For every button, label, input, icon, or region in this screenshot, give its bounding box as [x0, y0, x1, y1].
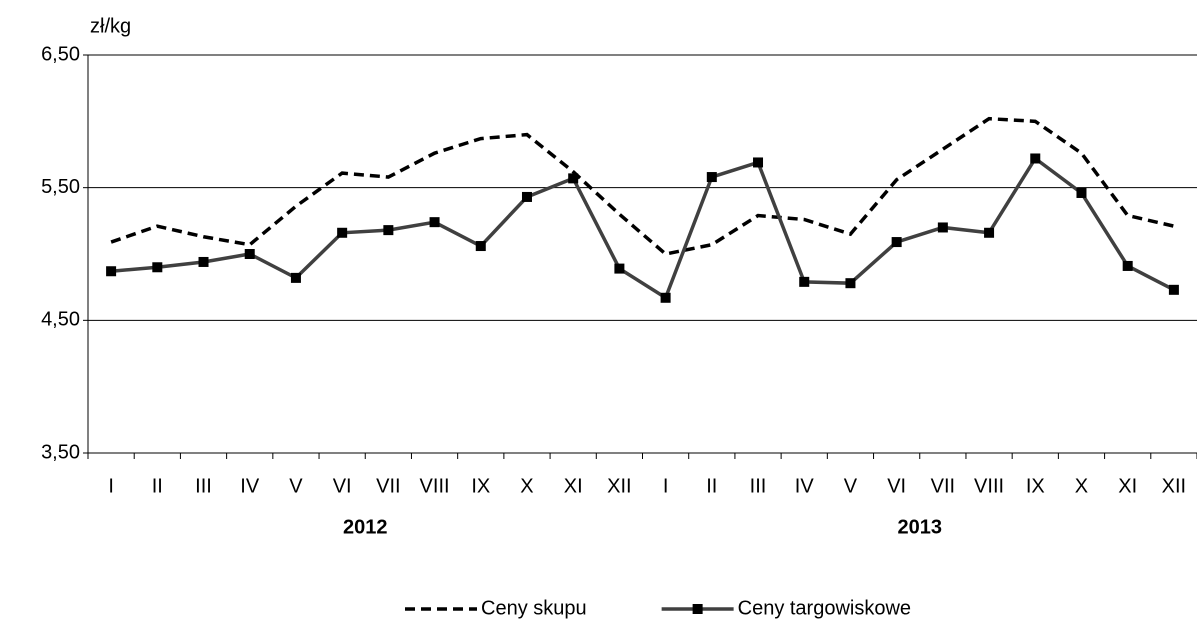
- x-tick-label: VIII: [420, 475, 450, 497]
- x-tick-label: II: [152, 475, 163, 497]
- y-tick-label: 3,50: [41, 441, 80, 463]
- x-tick-label: V: [289, 475, 303, 497]
- y-tick-label: 4,50: [41, 309, 80, 331]
- y-tick-label: 5,50: [41, 176, 80, 198]
- x-tick-label: I: [663, 475, 669, 497]
- year-label: 2012: [343, 516, 388, 538]
- point-marker: [290, 272, 301, 283]
- series-line: [110, 155, 1175, 301]
- point-marker: [475, 241, 486, 252]
- point-marker: [891, 237, 902, 248]
- x-tick-label: XI: [1118, 475, 1137, 497]
- point-marker: [937, 222, 948, 233]
- x-tick-label: X: [520, 475, 533, 497]
- point-marker: [1030, 153, 1041, 164]
- x-tick-label: IX: [471, 475, 490, 497]
- point-marker: [706, 172, 717, 183]
- x-tick-label: V: [844, 475, 858, 497]
- point-marker: [198, 256, 209, 267]
- point-marker: [106, 266, 117, 277]
- point-marker: [753, 157, 764, 168]
- x-tick-label: XI: [564, 475, 583, 497]
- x-tick-label: I: [108, 475, 114, 497]
- x-tick-label: III: [195, 475, 212, 497]
- x-tick-label: X: [1075, 475, 1088, 497]
- point-marker: [984, 227, 995, 238]
- x-tick-label: IV: [240, 475, 260, 497]
- x-tick-label: VII: [376, 475, 400, 497]
- point-marker: [383, 225, 394, 236]
- point-marker: [1076, 187, 1087, 198]
- point-marker: [152, 262, 163, 273]
- y-tick-label: 6,50: [41, 43, 80, 65]
- legend-label: Ceny targowiskowe: [738, 597, 911, 619]
- point-marker: [1168, 284, 1179, 295]
- y-axis-label: zł/kg: [90, 15, 131, 37]
- x-tick-label: IX: [1026, 475, 1045, 497]
- point-marker: [429, 217, 440, 228]
- point-marker: [244, 249, 255, 259]
- x-tick-label: III: [750, 475, 767, 497]
- point-marker: [521, 191, 532, 202]
- legend-label: Ceny skupu: [481, 597, 587, 619]
- point-marker: [845, 278, 856, 289]
- x-tick-label: VII: [931, 475, 955, 497]
- x-tick-label: VI: [887, 475, 906, 497]
- point-marker: [614, 263, 625, 274]
- x-tick-label: XII: [1162, 475, 1186, 497]
- point-marker: [1122, 260, 1133, 271]
- legend-marker: [692, 604, 703, 614]
- point-marker: [568, 173, 579, 184]
- series-line: [110, 116, 1175, 256]
- point-marker: [799, 276, 810, 287]
- point-marker: [660, 292, 671, 303]
- x-tick-label: VIII: [974, 475, 1004, 497]
- x-tick-label: XII: [607, 475, 631, 497]
- year-label: 2013: [898, 516, 943, 538]
- x-tick-label: VI: [333, 475, 352, 497]
- point-marker: [337, 227, 348, 238]
- x-tick-label: IV: [795, 475, 815, 497]
- x-tick-label: II: [706, 475, 717, 497]
